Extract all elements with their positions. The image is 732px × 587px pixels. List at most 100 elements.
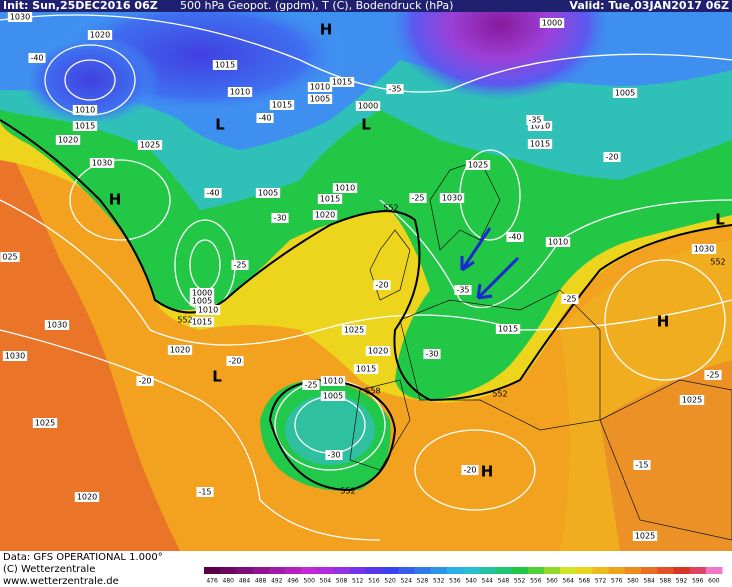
- isobar-label: 1020: [55, 135, 81, 145]
- temperature-label-text: -25: [563, 295, 576, 304]
- colorbar-label: 520: [384, 578, 396, 585]
- isobar-label-box: [365, 346, 391, 356]
- isobar-label-text: 1015: [75, 122, 95, 131]
- colorbar-swatch: [495, 567, 513, 574]
- height-label: 552: [383, 204, 398, 213]
- temperature-label-box: [704, 370, 722, 380]
- isobar-label-text: 1005: [192, 297, 212, 306]
- colorbar-swatch: [560, 567, 577, 574]
- temperature-label: -35: [386, 84, 404, 94]
- colorbar-label: 560: [546, 578, 558, 585]
- isobar-label: 1015: [353, 364, 379, 374]
- isobar-label: 1000: [355, 101, 381, 111]
- isobar-label: 1030: [44, 320, 70, 330]
- isobar-label-box: [44, 320, 70, 330]
- isobar-label-text: 1015: [356, 365, 376, 374]
- isobar-label: 1005: [612, 88, 638, 98]
- temperature-label-text: -20: [228, 357, 241, 366]
- isobar-label-text: 1025: [140, 141, 160, 150]
- pressure-center: H: [320, 21, 333, 39]
- temperature-label: -20: [226, 356, 244, 366]
- isobar-label-text: 1020: [77, 493, 97, 502]
- height-label-text: 552: [492, 390, 507, 399]
- colorbar-label: 564: [562, 578, 574, 585]
- colorbar-swatch: [527, 567, 545, 574]
- colorbar-swatch: [333, 567, 351, 574]
- isobar-label: 1005: [189, 296, 215, 306]
- temperature-label-text: -30: [327, 451, 340, 460]
- isobar-label-text: 1005: [615, 89, 635, 98]
- init-time: Init: Sun,25DEC2016 06Z: [3, 0, 158, 12]
- isobar-label-box: [320, 391, 346, 401]
- isobar-label: 1010: [527, 121, 553, 131]
- pressure-center: H: [657, 313, 670, 331]
- colorbar-swatch: [317, 567, 334, 574]
- isobar-label: 1015: [72, 121, 98, 131]
- temperature-label: -25: [302, 380, 320, 390]
- colorbar-label: 480: [223, 578, 235, 585]
- isobar-label-box: [87, 30, 113, 40]
- temperature-label-box: [136, 376, 154, 386]
- temperature-label: -25: [409, 193, 427, 203]
- temperature-label: -40: [506, 232, 524, 242]
- isobar-label-text: 1030: [5, 352, 25, 361]
- isobar-label-text: 1015: [530, 140, 550, 149]
- isobar-label: 1025: [679, 395, 705, 405]
- isobar-label-text: 1015: [192, 318, 212, 327]
- colorbar-label: 508: [336, 578, 348, 585]
- isobar-label-text: 1025: [468, 161, 488, 170]
- isobar-label-text: 1030: [10, 13, 30, 22]
- colorbar-swatch: [511, 567, 529, 574]
- isobar-label: 1005: [320, 391, 346, 401]
- colorbar-label: 596: [692, 578, 704, 585]
- isobar-label: 1015: [317, 194, 343, 204]
- isobar-label: 1010: [332, 183, 358, 193]
- pressure-center-text: H: [320, 21, 333, 39]
- isobar-label: 1030: [89, 158, 115, 168]
- isobar-label-box: [0, 252, 20, 262]
- colorbar-swatch: [624, 567, 642, 574]
- isobar-label: 1010: [195, 305, 221, 315]
- header-bar: [0, 0, 732, 12]
- colorbar-swatch: [365, 567, 383, 574]
- pressure-center: H: [109, 191, 122, 209]
- temperature-label: -40: [28, 53, 46, 63]
- isobar-label: 1030: [7, 12, 33, 22]
- colorbar-label: 584: [643, 578, 655, 585]
- isobar-label: 1005: [307, 94, 333, 104]
- isobar-label-box: [189, 317, 215, 327]
- temperature-label: -20: [373, 280, 391, 290]
- colorbar-swatch: [382, 567, 399, 574]
- temperature-label: -15: [633, 460, 651, 470]
- isobar-label: 1010: [307, 82, 333, 92]
- isobar-label-text: 1020: [368, 347, 388, 356]
- height-label-text: 552: [340, 487, 355, 496]
- height-label-text: 558: [365, 387, 380, 396]
- temperature-label-box: [526, 115, 544, 125]
- colorbar-label: 512: [352, 578, 364, 585]
- data-source: Data: GFS OPERATIONAL 1.000°: [3, 552, 163, 563]
- isobar-label-text: 1015: [272, 101, 292, 110]
- colorbar-label: 500: [303, 578, 315, 585]
- isobar-label-text: 1010: [230, 88, 250, 97]
- colorbar-label: 580: [627, 578, 639, 585]
- temperature-label-text: -25: [706, 371, 719, 380]
- isobar-label-text: 1010: [323, 377, 343, 386]
- pressure-center-text: H: [109, 191, 122, 209]
- temperature-label-text: -25: [411, 194, 424, 203]
- isobar-label-box: [189, 288, 215, 298]
- isobar-label: 1010: [72, 105, 98, 115]
- isobar-label-box: [307, 82, 333, 92]
- isobar-label-box: [55, 135, 81, 145]
- temperature-label-box: [231, 260, 249, 270]
- temperature-label-text: -30: [425, 350, 438, 359]
- colorbar-label: 588: [660, 578, 672, 585]
- colorbar-swatch: [398, 567, 415, 574]
- temperature-label-text: -40: [206, 189, 219, 198]
- isobar-label-text: 1000: [192, 289, 212, 298]
- isobar-label-text: 1000: [358, 102, 378, 111]
- isobar-label: 1025: [32, 418, 58, 428]
- isobar-label-text: 1015: [320, 195, 340, 204]
- isobar-label-box: [439, 193, 465, 203]
- colorbar: 476 480 484 488 492 496 500 504 508 512 516 520 524 5…: [204, 567, 723, 585]
